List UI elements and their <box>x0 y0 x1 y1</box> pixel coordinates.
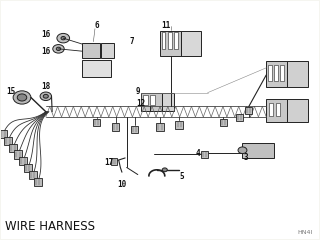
Text: 7: 7 <box>129 37 134 46</box>
Bar <box>162 32 165 49</box>
Bar <box>112 123 119 131</box>
Bar <box>180 31 201 56</box>
Bar <box>266 61 287 87</box>
Bar <box>93 119 100 126</box>
Bar <box>287 99 308 122</box>
Bar <box>280 66 284 81</box>
Text: 9: 9 <box>135 87 140 96</box>
Text: HN4l: HN4l <box>297 230 312 235</box>
Bar <box>19 157 27 166</box>
Bar <box>141 93 162 110</box>
Bar <box>14 150 22 159</box>
Bar <box>24 164 32 172</box>
Text: 17: 17 <box>105 158 114 167</box>
Circle shape <box>61 36 66 40</box>
Bar <box>168 32 172 49</box>
Circle shape <box>43 94 48 98</box>
Bar <box>9 144 17 152</box>
Bar <box>220 119 227 126</box>
Circle shape <box>53 45 64 53</box>
Bar <box>34 178 42 186</box>
Bar <box>245 107 252 114</box>
Circle shape <box>17 94 27 101</box>
Text: 12: 12 <box>136 99 146 108</box>
Bar <box>287 61 308 87</box>
Bar <box>266 99 287 122</box>
Bar <box>160 31 180 56</box>
Bar <box>269 103 273 116</box>
Bar <box>236 114 243 121</box>
Circle shape <box>56 47 61 50</box>
Circle shape <box>40 92 52 101</box>
Bar <box>162 93 174 110</box>
Bar <box>174 32 178 49</box>
Circle shape <box>57 33 69 43</box>
Text: 16: 16 <box>41 30 51 39</box>
Bar <box>111 158 117 165</box>
Text: 18: 18 <box>41 82 51 91</box>
Bar <box>156 123 164 131</box>
Bar <box>82 43 100 58</box>
Text: 3: 3 <box>243 153 248 162</box>
Bar <box>101 43 114 58</box>
Bar <box>201 151 208 158</box>
Text: 5: 5 <box>180 172 185 181</box>
Text: 15: 15 <box>6 87 16 96</box>
Circle shape <box>162 168 167 172</box>
Bar <box>29 171 37 179</box>
Bar <box>150 95 155 105</box>
Bar <box>0 130 7 138</box>
Bar <box>131 126 139 133</box>
Bar <box>143 95 148 105</box>
Bar <box>82 60 111 77</box>
Bar <box>274 66 278 81</box>
Bar <box>175 121 183 129</box>
Bar <box>243 143 274 158</box>
Text: 6: 6 <box>94 21 99 30</box>
Text: 10: 10 <box>117 180 126 189</box>
Text: WIRE HARNESS: WIRE HARNESS <box>4 220 95 233</box>
Circle shape <box>13 91 31 104</box>
Bar <box>276 103 280 116</box>
Circle shape <box>238 147 247 154</box>
Text: 11: 11 <box>162 21 171 30</box>
Bar <box>268 66 272 81</box>
Text: 16: 16 <box>41 47 51 56</box>
Bar <box>4 137 12 145</box>
Text: 4: 4 <box>196 149 200 158</box>
